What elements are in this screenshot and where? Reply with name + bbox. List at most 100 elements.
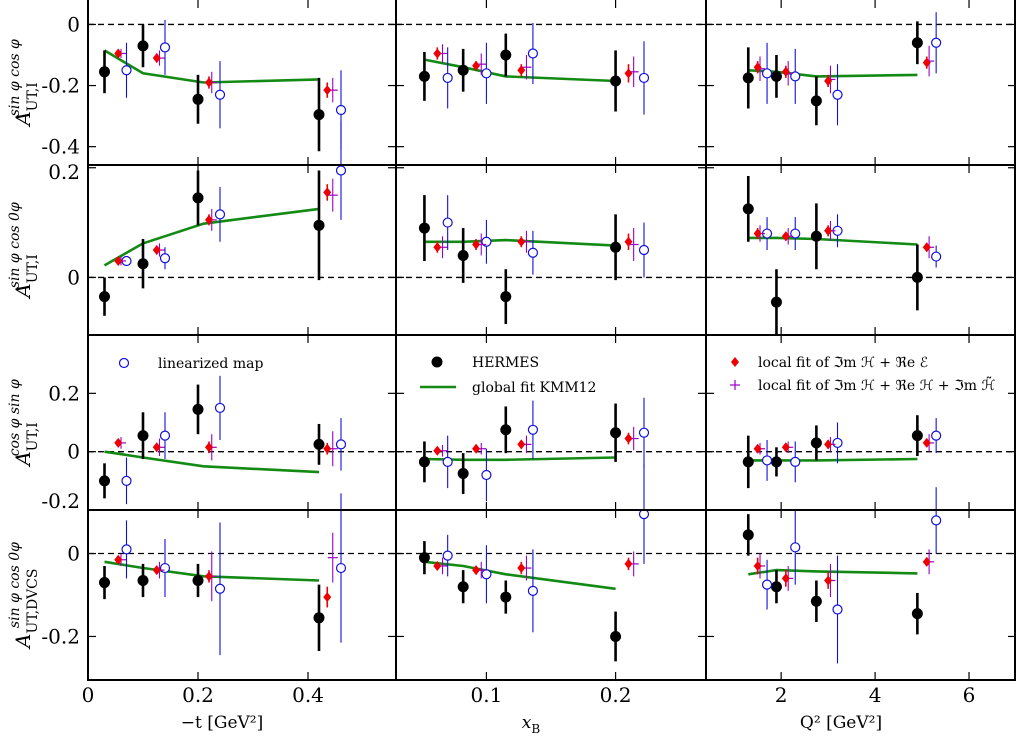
hermes-point [313,109,325,121]
local-re-point [472,60,481,71]
linearized-point [121,65,132,76]
x-axis-title: −t [GeV²] [181,713,263,733]
global-fit-line [103,207,320,267]
linearized-point [761,68,773,79]
local-re-point [323,85,332,96]
local-re-point [781,66,790,77]
linearized-point [159,253,171,264]
panel-r1-c1 [87,0,396,165]
linearized-point [931,430,942,441]
local-re-point [753,443,762,454]
linearized-point [159,562,171,574]
global-fit-line [103,49,320,84]
y-tick-label: -0.4 [41,135,80,159]
linearized-point [214,583,226,594]
legend-hermes-marker [431,356,443,368]
local-re-point [323,187,332,198]
panel-r4-c2 [396,464,706,680]
hermes-point [810,437,822,449]
hermes-point [610,630,622,642]
hermes-point [810,95,822,107]
y-axis-title: AUT,Isin φ cos φ [7,39,41,128]
local-re-point [152,245,161,255]
hermes-point [418,70,430,82]
local-re-point [433,445,442,456]
local-re-point [517,236,526,247]
linearized-point [442,217,453,228]
local-re-point [433,560,442,571]
linearized-point [442,456,453,467]
y-tick-label: 0 [67,440,80,464]
local-re-point [753,560,762,571]
linearized-point [214,209,226,220]
local-re-point [517,439,526,450]
linearized-point [481,569,492,580]
local-re-point [205,77,213,88]
linearized-point [481,68,492,79]
linearized-point [527,585,539,596]
panel-r4-c1 [87,493,396,680]
hermes-point [99,475,110,487]
hermes-point [770,581,782,593]
local-re-point [781,231,790,242]
local-re-point [922,57,931,68]
linearized-point [527,247,539,258]
hermes-point [810,595,822,607]
hermes-point [500,591,512,603]
x-tick-label: 0.2 [600,683,632,707]
linearized-point [121,475,132,486]
local-re-point [624,433,633,444]
hermes-point [192,93,204,105]
hermes-point [500,291,512,303]
hermes-point [457,468,469,480]
local-re-point [624,558,633,569]
global-fit-line [748,568,918,576]
local-re-point [433,48,442,59]
hermes-point [911,37,923,49]
hermes-point [610,75,622,87]
hermes-point [192,192,204,204]
x-axis-title: xB [522,713,541,736]
local-re-point [323,592,332,603]
linearized-point [832,89,843,100]
hermes-point [313,612,325,624]
y-tick-label: 0.2 [48,381,80,405]
local-re-point [922,242,931,253]
y-axis-title: AUT,DVCSsin φ cos 0φ [7,542,41,650]
y-tick-label: 0.2 [48,160,80,184]
legend-local-re-marker [731,357,739,367]
hermes-point [137,258,149,270]
local-re-point [824,225,833,236]
linearized-point [832,604,843,615]
hermes-point [911,271,923,283]
hermes-point [742,456,754,468]
y-tick-label: 0 [67,265,80,289]
local-re-point [114,48,123,59]
y-axis-title: AUT,Isin φ cos 0φ [7,202,41,300]
local-re-point [922,556,931,567]
local-re-point [781,573,790,584]
global-fit-line [104,560,320,582]
panel-r2-c1 [87,121,396,335]
global-fit-line [424,456,616,462]
panel-r3-c3 [706,335,1016,511]
local-re-point [824,439,833,450]
linearized-point [527,48,539,59]
legend-global-label: global fit KMM12 [472,380,596,396]
linearized-point [638,427,650,438]
local-re-point [152,565,161,576]
local-re-point [152,442,161,453]
hermes-point [500,424,512,436]
global-fit-line [104,450,320,474]
legend-linearized-marker [118,357,130,369]
legend-local-re-label: local fit of ℑm ℋ + ℜe ℰ [758,355,928,371]
y-tick-label: 0 [67,12,80,36]
local-re-point [824,75,833,86]
local-re-point [205,214,213,225]
linearized-point [931,251,942,262]
hermes-point [137,430,149,442]
linearized-point [121,544,132,555]
local-re-point [472,565,481,576]
linearized-point [638,244,650,256]
panel-r1-c2 [396,0,706,165]
